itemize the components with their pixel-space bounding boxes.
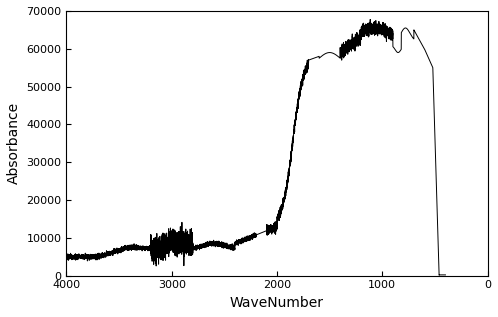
Y-axis label: Absorbance: Absorbance [7,102,21,184]
X-axis label: WaveNumber: WaveNumber [230,296,324,310]
